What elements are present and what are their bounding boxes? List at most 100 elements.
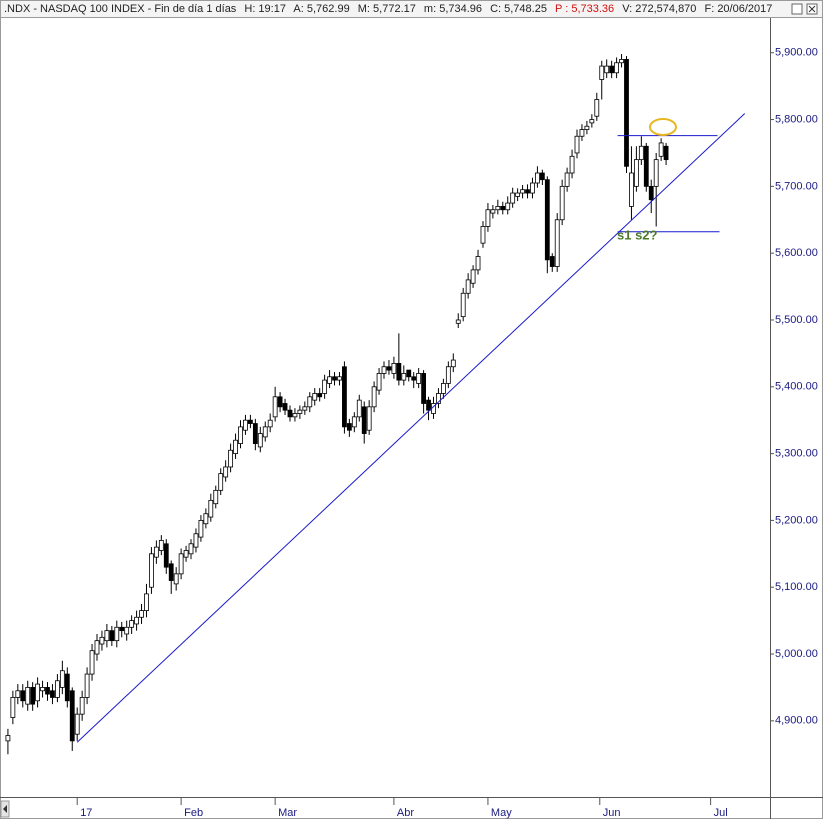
candle-body xyxy=(629,172,634,207)
candle-body xyxy=(252,423,258,444)
candle-body xyxy=(614,62,619,74)
candle-body xyxy=(163,543,169,568)
candle-body xyxy=(589,119,595,124)
candle-body xyxy=(218,473,224,491)
candle-body xyxy=(485,209,491,227)
candle-body xyxy=(25,687,31,705)
candle-body xyxy=(421,373,426,404)
candle-body xyxy=(332,376,337,381)
candle-body xyxy=(544,179,550,261)
candle-body xyxy=(198,520,204,538)
candle-body xyxy=(396,363,402,381)
candle-body xyxy=(594,99,600,117)
candle-body xyxy=(35,683,41,702)
y-tick-label: 5,200.00 xyxy=(775,514,818,526)
candle-body xyxy=(247,419,253,424)
candle-body xyxy=(500,206,506,211)
y-tick-label: 5,000.00 xyxy=(775,648,818,660)
x-tick-label: May xyxy=(491,807,512,819)
trend-line xyxy=(76,113,746,743)
x-tick-label: Mar xyxy=(278,807,297,819)
candle-body xyxy=(158,540,164,551)
restore-button[interactable] xyxy=(791,3,803,15)
candle-body xyxy=(579,129,585,137)
candle-body xyxy=(213,489,219,505)
candle-body xyxy=(371,386,377,408)
candle-body xyxy=(337,376,342,381)
candle-body xyxy=(470,269,476,284)
candle-body xyxy=(45,687,50,695)
candle-body xyxy=(426,399,431,411)
candle-body xyxy=(648,185,654,201)
candle-body xyxy=(465,279,471,294)
candle-body xyxy=(436,393,441,404)
candle-body xyxy=(124,626,130,635)
candle-body xyxy=(376,373,382,391)
candle-body xyxy=(228,449,234,468)
candle-body xyxy=(257,433,263,448)
candle-body xyxy=(64,673,70,702)
y-tick-label: 5,300.00 xyxy=(775,448,818,460)
candle-body xyxy=(391,363,397,374)
candle-body xyxy=(168,563,174,581)
candle-body xyxy=(30,687,36,705)
candle-body xyxy=(312,393,318,401)
y-tick-label: 5,400.00 xyxy=(775,381,818,393)
x-tick-label: 17 xyxy=(80,807,92,819)
x-tick-label: Jun xyxy=(603,807,621,819)
header-text: .NDX - NASDAQ 100 INDEX - Fin de día 1 d… xyxy=(4,3,772,15)
candle-body xyxy=(366,406,372,431)
candle-body xyxy=(475,256,481,271)
candle-body xyxy=(411,376,417,381)
candle-body xyxy=(243,419,248,431)
candle-body xyxy=(15,690,21,698)
candle-body xyxy=(539,172,545,181)
candle-body xyxy=(440,383,446,394)
candle-body xyxy=(59,670,65,688)
candle-body xyxy=(50,690,55,698)
candle-body xyxy=(317,393,323,398)
candle-body xyxy=(139,610,144,618)
y-tick-label: 5,800.00 xyxy=(775,113,818,125)
candle-body xyxy=(619,59,624,64)
candle-body xyxy=(203,513,209,525)
header-high: M: 5,772.17 xyxy=(358,3,416,15)
y-tick-label: 5,600.00 xyxy=(775,247,818,259)
candle-body xyxy=(262,426,268,438)
candle-body xyxy=(346,423,352,431)
header-date: F: 20/06/2017 xyxy=(704,3,772,15)
candle-body xyxy=(149,553,154,588)
candle-body xyxy=(342,366,347,428)
scroll-left-icon xyxy=(3,805,7,813)
candle-body xyxy=(653,159,659,187)
candle-body xyxy=(525,189,530,194)
y-tick-label: 5,700.00 xyxy=(775,180,818,192)
candle-body xyxy=(505,202,511,211)
candle-body xyxy=(406,369,412,378)
candle-body xyxy=(10,697,16,718)
highlight-circle xyxy=(649,118,677,136)
y-tick-label: 5,900.00 xyxy=(775,47,818,59)
candle-body xyxy=(233,439,238,454)
header-bar xyxy=(1,1,822,17)
candle-body xyxy=(84,673,90,698)
candle-body xyxy=(94,640,100,655)
candle-body xyxy=(351,416,357,428)
candle-body xyxy=(322,379,328,394)
candle-body xyxy=(386,366,392,371)
candle-body xyxy=(381,366,387,374)
header-title: .NDX - NASDAQ 100 INDEX - Fin de día 1 d… xyxy=(4,3,237,15)
header-volume: V: 272,574,870 xyxy=(622,3,696,15)
candle-body xyxy=(658,142,664,157)
candle-body xyxy=(69,690,75,742)
x-tick-label: Abr xyxy=(397,807,414,819)
candle-body xyxy=(79,697,85,715)
candle-body xyxy=(287,409,293,418)
candle-body xyxy=(104,630,110,642)
candle-body xyxy=(20,690,26,702)
candle-body xyxy=(569,155,575,174)
y-tick-label: 5,100.00 xyxy=(775,581,818,593)
candle-body xyxy=(495,206,501,211)
